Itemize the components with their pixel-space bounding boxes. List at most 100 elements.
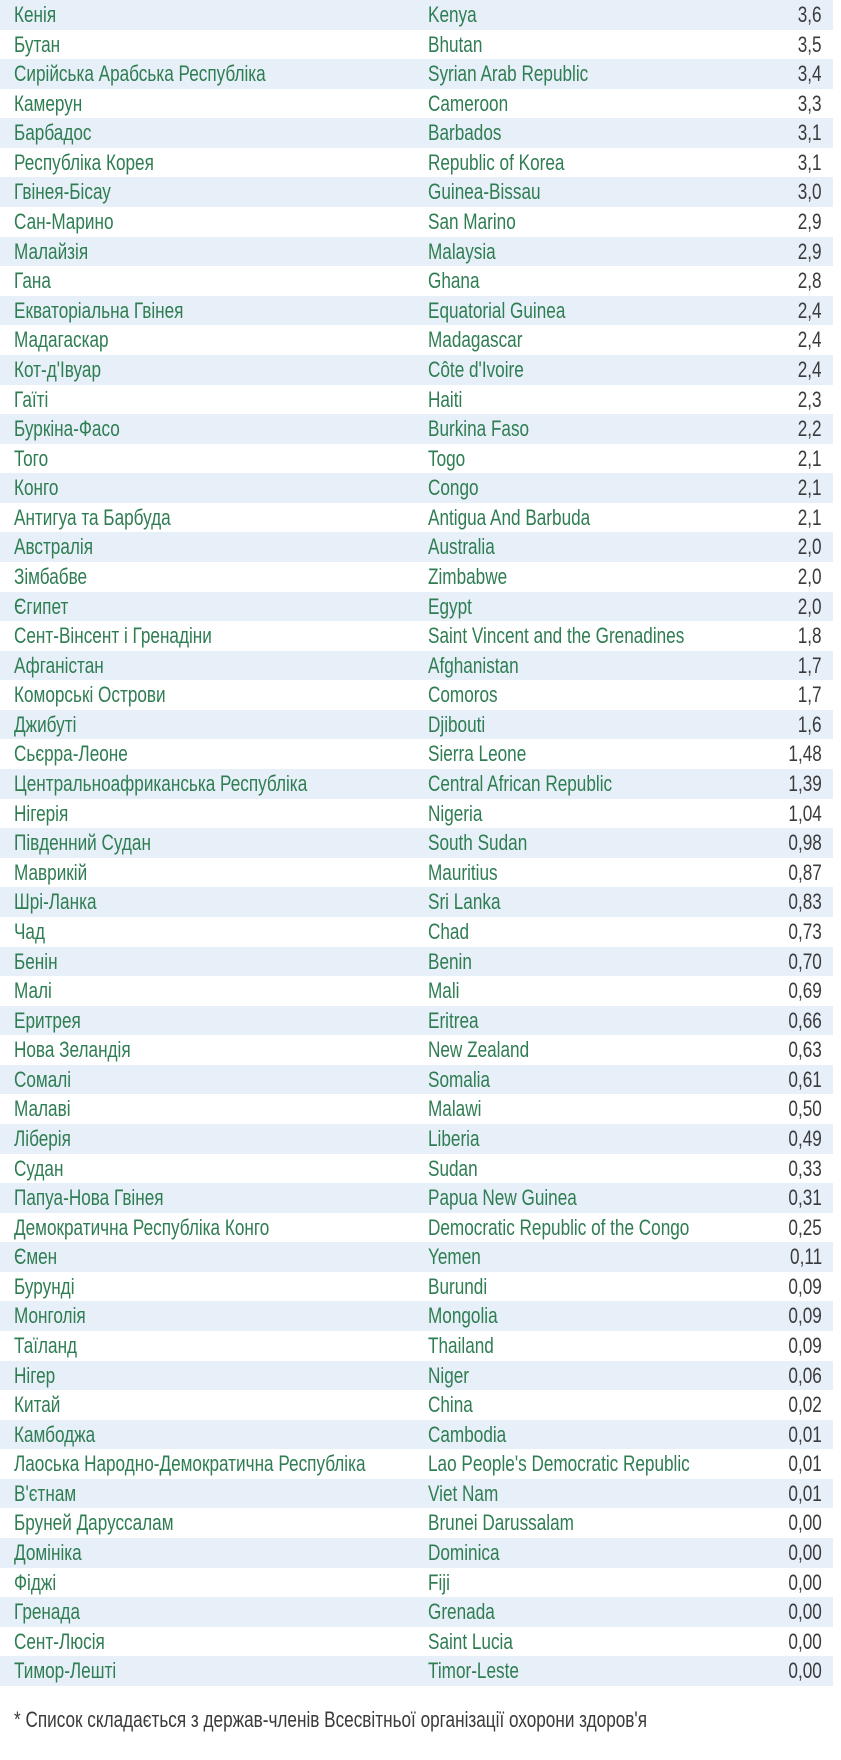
country-value: 2,0 <box>798 563 822 589</box>
country-name-en-cell: Liberia <box>428 1124 494 1154</box>
country-name-ua-cell: Сан-Марино <box>14 207 142 237</box>
country-value: 1,04 <box>788 800 822 826</box>
country-name-ua: Австралія <box>14 534 94 560</box>
country-name-en: Madagascar <box>428 327 523 353</box>
country-name-en: Côte d'Ivoire <box>428 356 524 382</box>
table-row: Мадагаскар Madagascar 2,4 <box>0 325 841 355</box>
country-name-en: Lao People's Democratic Republic <box>428 1451 690 1477</box>
country-name-ua-cell: Гренада <box>14 1597 99 1627</box>
country-name-ua-cell: Нігер <box>14 1361 67 1391</box>
country-name-en-cell: Niger <box>428 1361 481 1391</box>
table-row: Кот-д'Івуар Côte d'Ivoire 2,4 <box>0 354 841 385</box>
country-name-ua: Нігерія <box>14 800 69 826</box>
country-value: 0,49 <box>788 1125 822 1151</box>
country-value-cell: 3,1 <box>791 118 822 148</box>
country-value-cell: 0,63 <box>779 1035 822 1065</box>
table-row: Тимор-Лешті Timor-Leste 0,00 <box>0 1656 841 1686</box>
country-name-ua-cell: Монголія <box>14 1301 106 1331</box>
country-name-ua-cell: Малайзія <box>14 237 109 267</box>
country-name-en: Guinea-Bissau <box>428 179 541 205</box>
country-value: 0,83 <box>788 889 822 915</box>
country-name-en-cell: Sierra Leone <box>428 739 554 769</box>
country-value: 3,4 <box>798 61 822 87</box>
country-name-ua-cell: Гана <box>14 266 61 296</box>
country-name-en-cell: Guinea-Bissau <box>428 177 572 207</box>
table-row: Малайзія Malaysia 2,9 <box>0 236 841 267</box>
country-name-en: Sudan <box>428 1155 478 1181</box>
country-value: 1,8 <box>798 623 822 649</box>
table-row: Центральноафриканська Республіка Central … <box>0 769 841 799</box>
country-name-en-cell: Lao People's Democratic Republic <box>428 1449 764 1479</box>
country-name-en-cell: Brunei Darussalam <box>428 1508 615 1538</box>
country-name-ua-cell: Бутан <box>14 30 73 60</box>
country-name-en-cell: Kenya <box>428 0 490 30</box>
country-name-en-cell: Yemen <box>428 1242 496 1272</box>
table-row: Зімбабве Zimbabwe 2,0 <box>0 562 841 592</box>
country-value: 0,66 <box>788 1007 822 1033</box>
country-value-cell: 2,0 <box>791 532 822 562</box>
country-value-cell: 3,3 <box>791 89 822 119</box>
country-value: 0,50 <box>788 1096 822 1122</box>
country-name-en-cell: Ghana <box>428 266 494 296</box>
country-name-ua-cell: Тимор-Лешті <box>14 1656 145 1686</box>
table-row: Барбадос Barbados 3,1 <box>0 118 841 148</box>
country-name-ua: Центральноафриканська Республіка <box>14 771 308 797</box>
country-value: 0,01 <box>788 1451 822 1477</box>
country-value-cell: 2,1 <box>791 473 822 503</box>
country-name-ua-cell: Шрі-Ланка <box>14 887 120 917</box>
country-name-en: Djibouti <box>428 711 486 737</box>
country-name-en-cell: Dominica <box>428 1538 520 1568</box>
country-name-ua-cell: Ємен <box>14 1242 69 1272</box>
country-name-ua: Монголія <box>14 1303 86 1329</box>
country-value: 0,11 <box>789 1244 822 1270</box>
country-name-ua: Тимор-Лешті <box>14 1658 117 1684</box>
country-value-cell: 0,00 <box>779 1656 822 1686</box>
country-value: 0,09 <box>788 1333 822 1359</box>
country-name-en-cell: Australia <box>428 532 514 562</box>
country-value: 0,09 <box>788 1273 822 1299</box>
country-name-en: Liberia <box>428 1125 480 1151</box>
country-name-en: Malaysia <box>428 238 496 264</box>
country-name-en-cell: Cameroon <box>428 89 531 119</box>
country-name-ua-cell: Барбадос <box>14 118 113 148</box>
table-row: Ліберія Liberia 0,49 <box>0 1123 841 1154</box>
country-name-en: Somalia <box>428 1066 490 1092</box>
table-row: Судан Sudan 0,33 <box>0 1154 841 1184</box>
table-row: Австралія Australia 2,0 <box>0 532 841 562</box>
country-name-en: Kenya <box>428 2 477 27</box>
country-value-cell: 0,02 <box>779 1390 822 1420</box>
country-name-ua-cell: Кенія <box>14 0 68 30</box>
country-name-ua: Антигуа та Барбуда <box>14 504 171 530</box>
country-name-en: Togo <box>428 445 466 471</box>
country-name-ua: Єгипет <box>14 593 69 619</box>
country-name-en: Republic of Korea <box>428 149 565 175</box>
country-name-ua: Судан <box>14 1155 64 1181</box>
country-name-ua-cell: Екваторіальна Гвінея <box>14 296 231 326</box>
country-value-cell: 0,09 <box>779 1272 822 1302</box>
country-value: 2,0 <box>798 593 822 619</box>
table-row: Таїланд Thailand 0,09 <box>0 1331 841 1361</box>
country-value-cell: 0,73 <box>779 917 822 947</box>
country-value: 2,3 <box>798 386 822 412</box>
table-row: Бурунді Burundi 0,09 <box>0 1272 841 1302</box>
table-row: Сирійська Арабська Республіка Syrian Arab… <box>0 59 841 89</box>
country-name-en: Syrian Arab Republic <box>428 61 589 87</box>
country-value-cell: 0,00 <box>779 1538 822 1568</box>
country-name-en-cell: Saint Vincent and the Grenadines <box>428 621 757 651</box>
country-name-en: Thailand <box>428 1333 494 1359</box>
country-name-ua-cell: Нова Зеландія <box>14 1035 164 1065</box>
country-name-ua: Афганістан <box>14 652 104 678</box>
country-name-ua: Бенін <box>14 948 58 974</box>
country-name-ua: Екваторіальна Гвінея <box>14 297 184 323</box>
country-name-ua-cell: В'єтнам <box>14 1479 94 1509</box>
table-row: Гана Ghana 2,8 <box>0 266 841 296</box>
country-name-ua: Мадагаскар <box>14 327 109 353</box>
table-row: Маврикій Mauritius 0,87 <box>0 858 841 888</box>
country-name-ua-cell: Демократична Республіка Конго <box>14 1213 341 1243</box>
country-name-ua: Нігер <box>14 1362 56 1388</box>
country-value-cell: 2,3 <box>791 385 822 415</box>
table-row: Південний Судан South Sudan 0,98 <box>0 828 841 858</box>
country-name-en-cell: Equatorial Guinea <box>428 296 604 326</box>
country-value-cell: 2,0 <box>791 562 822 592</box>
country-name-ua-cell: Камерун <box>14 89 102 119</box>
